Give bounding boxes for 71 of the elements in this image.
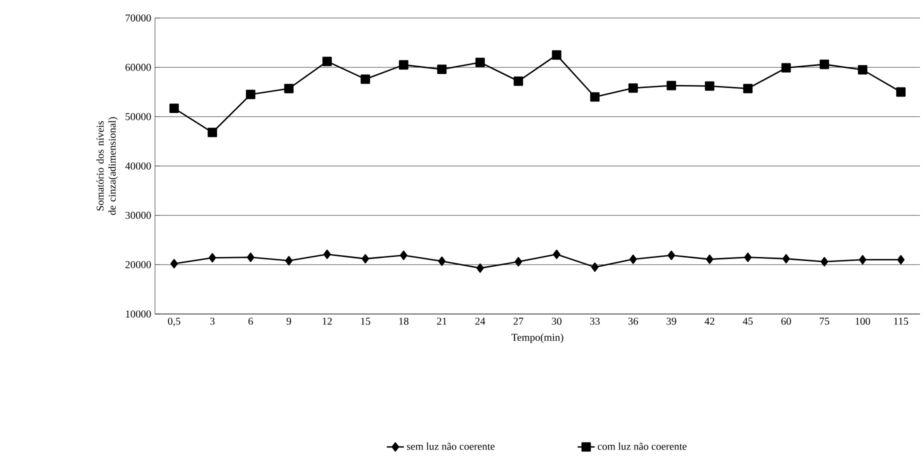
point [438, 256, 446, 266]
point [629, 254, 637, 264]
x-tick-label: 60 [781, 318, 791, 325]
x-tick-label: 115 [894, 318, 908, 325]
legend-label: com luz não coerente [598, 442, 687, 450]
point [208, 253, 216, 262]
x-tick-label: 18 [399, 318, 408, 325]
x-axis-title: Tempo(min) [512, 334, 564, 344]
point [896, 87, 906, 97]
y-axis-title: Somatório dos níveis de cinza(adimensional) [96, 117, 118, 215]
x-tick-label: 30 [552, 318, 562, 325]
x-tick-label: 39 [666, 318, 676, 325]
point [743, 84, 753, 94]
x-tick-label: 33 [590, 318, 600, 325]
point [590, 92, 600, 102]
point [514, 76, 524, 86]
x-tick-label: 12 [322, 318, 332, 325]
point [362, 254, 370, 264]
point [858, 255, 866, 264]
point [322, 56, 332, 66]
point [437, 64, 447, 74]
x-tick-label: 42 [704, 318, 714, 325]
point [591, 262, 599, 272]
point [668, 250, 676, 260]
point [552, 250, 560, 260]
y-tick-label: 60000 [126, 64, 151, 71]
x-tick-label: 45 [742, 318, 753, 325]
point [628, 83, 638, 93]
y-tick-label: 40000 [125, 162, 151, 170]
point [246, 252, 254, 262]
x-tick-label: 21 [437, 318, 446, 325]
point [706, 254, 714, 264]
point [704, 81, 714, 91]
point [398, 60, 408, 70]
y-tick-label: 50000 [126, 113, 151, 120]
point [782, 254, 790, 264]
y-tick-label: 20000 [126, 261, 151, 268]
point [170, 258, 178, 268]
y-tick-label: 70000 [126, 14, 151, 22]
point [514, 257, 522, 266]
point [169, 104, 179, 113]
y-tick-label: 10000 [126, 310, 151, 318]
point [781, 63, 791, 73]
x-tick-label: 75 [820, 318, 830, 325]
point [285, 256, 293, 266]
point [323, 250, 331, 260]
x-tick-label: 3 [210, 318, 215, 325]
x-tick-label: 100 [856, 318, 870, 325]
x-tick-label: 27 [514, 318, 524, 325]
point [552, 50, 562, 60]
x-tick-label: 24 [475, 318, 486, 325]
y-tick-label: 30000 [126, 212, 151, 219]
point [858, 65, 868, 74]
point [820, 257, 828, 266]
x-tick-label: 0,5 [168, 318, 180, 326]
x-tick-label: 9 [286, 318, 292, 325]
legend-label: sem luz não coerente [407, 442, 495, 450]
point [400, 250, 408, 260]
point [360, 74, 370, 84]
point [897, 255, 905, 264]
point [476, 263, 484, 273]
x-tick-label: 36 [628, 318, 638, 325]
point [744, 252, 752, 262]
point [246, 90, 256, 100]
x-tick-label: 15 [361, 318, 370, 325]
point [475, 58, 485, 68]
point [666, 80, 676, 90]
point [284, 84, 294, 94]
point [208, 128, 218, 138]
point [820, 60, 830, 70]
x-tick-label: 6 [248, 318, 253, 325]
